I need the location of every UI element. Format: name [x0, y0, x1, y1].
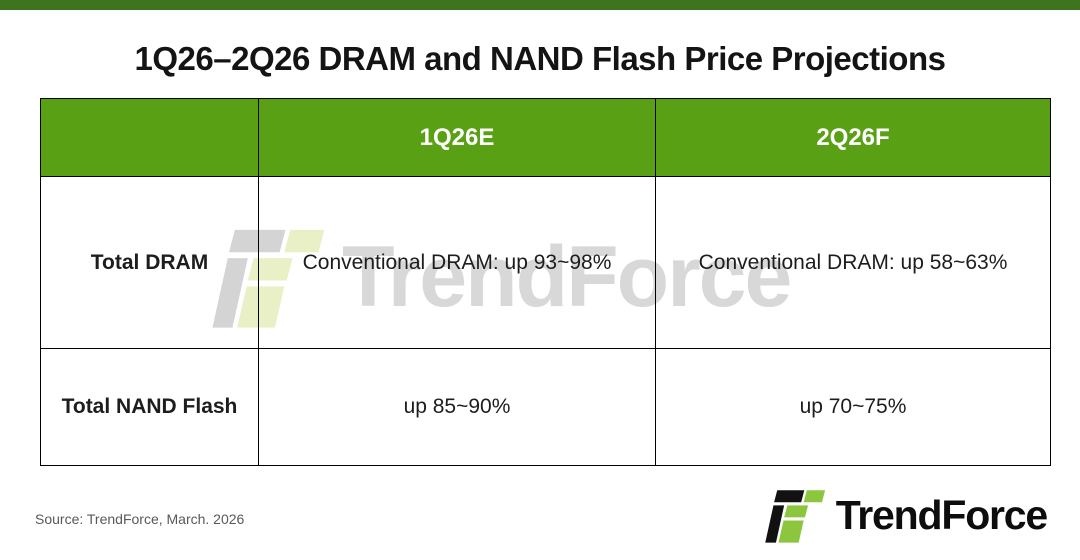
- source-note: Source: TrendForce, March. 2026: [35, 511, 245, 527]
- trendforce-logo: TrendForce: [764, 487, 1048, 544]
- projection-table-area: TrendForce 1Q26E 2Q26F Total DRAM Conven…: [40, 98, 1051, 466]
- table-row-total-nand-flash: Total NAND Flash up 85~90% up 70~75%: [40, 348, 1051, 466]
- row-label-total-dram: Total DRAM: [40, 176, 259, 349]
- cell-dram-1q26e: Conventional DRAM: up 93~98%: [258, 176, 656, 349]
- page-title: 1Q26–2Q26 DRAM and NAND Flash Price Proj…: [134, 40, 946, 77]
- trendforce-logo-icon: [764, 490, 825, 543]
- table-header-1q26e: 1Q26E: [258, 98, 656, 177]
- cell-nand-1q26e: up 85~90%: [258, 348, 656, 466]
- top-accent-strip: [0, 0, 1080, 10]
- row-label-total-nand-flash: Total NAND Flash: [40, 348, 259, 466]
- table-row-total-dram: Total DRAM Conventional DRAM: up 93~98% …: [40, 176, 1051, 349]
- price-projection-table: 1Q26E 2Q26F Total DRAM Conventional DRAM…: [40, 98, 1051, 466]
- table-header-empty: [40, 98, 259, 177]
- logo-text: TrendForce: [835, 492, 1048, 538]
- cell-dram-2q26f: Conventional DRAM: up 58~63%: [655, 176, 1051, 349]
- cell-nand-2q26f: up 70~75%: [655, 348, 1051, 466]
- table-header-2q26f: 2Q26F: [655, 98, 1051, 177]
- table-header-row: 1Q26E 2Q26F: [40, 98, 1051, 177]
